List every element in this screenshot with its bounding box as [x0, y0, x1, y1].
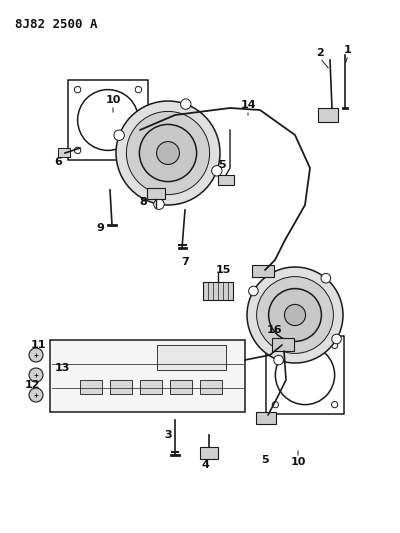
Circle shape	[249, 286, 258, 296]
Text: 8: 8	[139, 197, 147, 207]
Bar	[170, 379, 192, 393]
Text: 12: 12	[24, 380, 40, 390]
Circle shape	[180, 99, 191, 109]
Circle shape	[257, 277, 333, 353]
Circle shape	[74, 147, 81, 154]
Circle shape	[272, 401, 278, 408]
Bar	[157, 345, 226, 370]
Circle shape	[321, 273, 331, 283]
Text: 11: 11	[30, 340, 46, 350]
Bar	[140, 379, 162, 393]
Text: 4: 4	[201, 460, 209, 470]
Circle shape	[272, 342, 278, 349]
Bar	[80, 379, 102, 393]
Circle shape	[135, 86, 142, 93]
Bar	[272, 338, 294, 351]
Text: 14: 14	[240, 100, 256, 110]
Circle shape	[29, 388, 43, 402]
Bar	[203, 282, 233, 300]
Text: 5: 5	[261, 455, 269, 465]
Text: 6: 6	[54, 157, 62, 167]
Bar	[200, 379, 222, 393]
Text: 2: 2	[316, 48, 324, 58]
Circle shape	[332, 334, 341, 344]
Circle shape	[212, 166, 222, 176]
Text: 16: 16	[267, 325, 283, 335]
Circle shape	[284, 304, 306, 326]
Circle shape	[135, 147, 142, 154]
Bar	[58, 148, 70, 157]
Bar	[50, 340, 245, 412]
Text: 10: 10	[105, 95, 121, 105]
Circle shape	[247, 267, 343, 363]
Circle shape	[332, 401, 338, 408]
Bar	[110, 379, 132, 393]
Circle shape	[29, 368, 43, 382]
Circle shape	[126, 111, 210, 195]
Text: 3: 3	[164, 430, 172, 440]
FancyBboxPatch shape	[266, 336, 344, 414]
Text: 7: 7	[181, 257, 189, 267]
Text: 15: 15	[215, 265, 231, 275]
Circle shape	[275, 345, 335, 405]
Text: 9: 9	[96, 223, 104, 233]
Bar	[200, 447, 218, 459]
Circle shape	[269, 288, 322, 342]
Circle shape	[274, 356, 283, 365]
Text: 13: 13	[54, 363, 70, 373]
Circle shape	[156, 142, 180, 165]
Circle shape	[78, 90, 138, 150]
Text: 8J82 2500 A: 8J82 2500 A	[15, 18, 98, 31]
Circle shape	[140, 124, 197, 182]
Bar	[147, 188, 165, 199]
Circle shape	[74, 86, 81, 93]
Bar	[252, 265, 274, 277]
Circle shape	[154, 199, 164, 209]
Circle shape	[116, 101, 220, 205]
Bar	[256, 412, 276, 424]
Bar	[318, 108, 338, 122]
Text: 10: 10	[290, 457, 306, 467]
Bar	[218, 175, 234, 185]
Text: 5: 5	[218, 160, 226, 170]
Circle shape	[114, 130, 124, 140]
FancyBboxPatch shape	[68, 80, 148, 160]
Circle shape	[332, 342, 338, 349]
Text: 1: 1	[344, 45, 352, 55]
Circle shape	[29, 348, 43, 362]
